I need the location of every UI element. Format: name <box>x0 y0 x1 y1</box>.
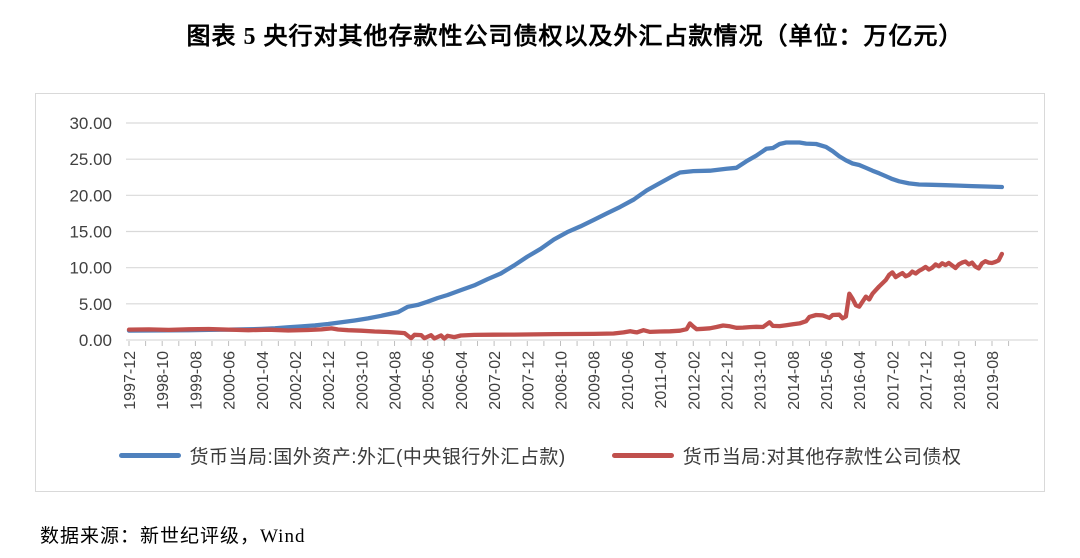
x-tick-label: 2004-08 <box>388 351 405 410</box>
y-tick-label: 30.00 <box>69 114 112 133</box>
x-tick-label: 2007-12 <box>520 351 537 410</box>
legend-item-odc-claims: 货币当局:对其他存款性公司债权 <box>611 442 962 469</box>
y-tick-label: 15.00 <box>69 223 112 242</box>
x-tick-label: 2009-08 <box>587 351 604 410</box>
series-line-fx-holdings <box>126 140 1005 333</box>
y-tick-label: 5.00 <box>79 295 112 314</box>
x-tick-label: 2008-10 <box>553 351 570 410</box>
x-tick-label: 2015-06 <box>819 351 836 410</box>
x-tick-label: 2012-02 <box>686 351 703 410</box>
x-tick-label: 2012-12 <box>719 351 736 410</box>
x-tick-label: 2001-04 <box>255 351 272 410</box>
x-tick-label: 2000-06 <box>222 351 239 410</box>
x-tick-label: 1998-10 <box>155 351 172 410</box>
x-tick-label: 2017-02 <box>885 351 902 410</box>
page-title: 图表 5 央行对其他存款性公司债权以及外汇占款情况（单位：万亿元） <box>186 24 964 50</box>
x-tick-label: 2011-04 <box>653 351 670 409</box>
legend-label-fx-holdings: 货币当局:国外资产:外汇(中央银行外汇占款) <box>189 447 566 468</box>
chart-legend: 货币当局:国外资产:外汇(中央银行外汇占款) 货币当局:对其他存款性公司债权 <box>36 442 1044 469</box>
x-tick-label: 2013-10 <box>753 351 770 410</box>
x-tick-label: 2010-06 <box>620 351 637 410</box>
y-tick-label: 10.00 <box>69 259 112 278</box>
x-tick-label: 2014-08 <box>786 351 803 410</box>
data-source: 数据来源：新世纪评级，Wind <box>40 526 306 547</box>
x-tick-label: 1999-08 <box>188 351 205 410</box>
legend-label-odc-claims: 货币当局:对其他存款性公司债权 <box>682 447 962 468</box>
x-tick-label: 2016-04 <box>852 351 869 410</box>
x-tick-label: 2002-12 <box>321 351 338 410</box>
x-tick-label: 2002-02 <box>288 351 305 410</box>
x-tick-label: 1997-12 <box>122 351 139 410</box>
x-tick-label: 2007-02 <box>487 351 504 410</box>
legend-line-icon-red <box>611 453 674 458</box>
chart-container: 0.00 5.00 10.00 15.00 20.00 25.00 30.00 1997-12… <box>35 93 1045 492</box>
x-tick-label: 2017-12 <box>919 351 936 410</box>
x-tick-label: 2003-10 <box>354 351 371 410</box>
x-tick-label: 2005-06 <box>421 351 438 410</box>
x-tick-label: 2006-04 <box>454 351 471 410</box>
chart-canvas: 0.00 5.00 10.00 15.00 20.00 25.00 30.00 1997-12… <box>69 114 1038 410</box>
legend-item-fx-holdings: 货币当局:国外资产:外汇(中央银行外汇占款) <box>118 442 566 469</box>
series-line-odc-claims <box>126 251 1005 341</box>
y-tick-label: 25.00 <box>69 150 112 169</box>
legend-line-icon-blue <box>118 453 181 458</box>
x-tick-label: 2018-10 <box>952 351 969 410</box>
y-tick-label: 0.00 <box>79 331 112 350</box>
y-tick-label: 20.00 <box>69 186 112 205</box>
x-tick-label: 2019-08 <box>985 351 1002 410</box>
